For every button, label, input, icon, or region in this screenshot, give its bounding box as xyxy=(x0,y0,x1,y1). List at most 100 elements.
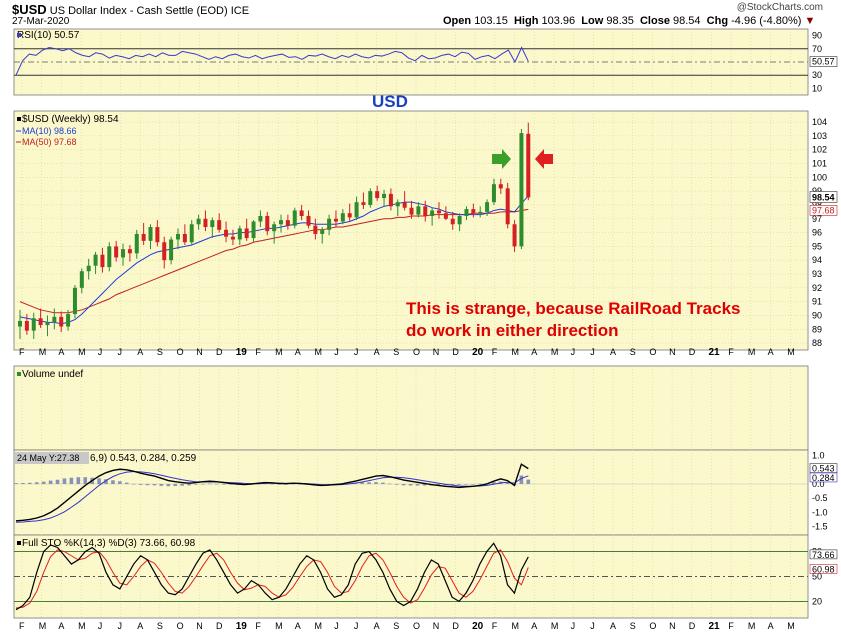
macd-hist-bar xyxy=(408,484,413,486)
candle-body xyxy=(107,246,112,268)
month-label-0-25: M xyxy=(512,347,520,357)
macd-hist-bar xyxy=(277,484,281,485)
macd-hist-bar xyxy=(118,481,122,484)
open-value: 103.15 xyxy=(474,15,508,27)
month-label-0-0: F xyxy=(19,347,25,357)
candle-body xyxy=(189,224,194,243)
macd-hist-bar xyxy=(214,483,219,485)
month-label-1-17: J xyxy=(354,621,359,631)
candle-body xyxy=(237,228,242,240)
month-label-1-26: A xyxy=(531,621,537,631)
sto-d-label: 60.98 xyxy=(812,564,835,574)
month-label-1-35: 21 xyxy=(709,621,721,632)
price-tick-88: 88 xyxy=(812,338,822,348)
price-tick-90: 90 xyxy=(812,310,822,320)
candle-body xyxy=(340,213,345,222)
high-label: High xyxy=(513,15,539,27)
candle-body xyxy=(409,207,414,215)
candle-body xyxy=(93,254,98,266)
month-label-1-15: M xyxy=(315,621,323,631)
ma50-last-box xyxy=(809,205,838,216)
month-label-1-19: S xyxy=(393,621,399,631)
candle-body xyxy=(485,202,490,212)
price-tick-97: 97 xyxy=(812,214,822,224)
month-label-0-22: D xyxy=(452,347,459,357)
price-legend: $USD (Weekly) 98.54 xyxy=(22,114,119,125)
macd-hist-bar xyxy=(436,484,441,486)
macd-hist-bar xyxy=(471,484,475,485)
month-label-0-39: M xyxy=(787,347,795,357)
month-label-0-34: D xyxy=(689,347,696,357)
macd-signal-box xyxy=(809,472,838,483)
macd-hist-bar xyxy=(166,484,171,487)
month-label-1-28: J xyxy=(571,621,576,631)
price-tick-96: 96 xyxy=(812,228,822,238)
macd-hist-bar xyxy=(62,478,67,484)
candle-body xyxy=(175,233,180,240)
candle-body xyxy=(72,287,77,315)
candle-body xyxy=(86,265,91,272)
candle-body xyxy=(347,213,352,218)
month-label-1-16: J xyxy=(334,621,339,631)
high-value: 103.96 xyxy=(541,15,576,27)
candle-body xyxy=(203,218,208,228)
month-label-0-2: A xyxy=(58,347,64,357)
macd-hist-bar xyxy=(464,484,468,485)
month-label-1-25: M xyxy=(512,621,520,631)
rsi-line xyxy=(15,46,529,76)
price-legend-swatch xyxy=(17,117,21,121)
rsi-tick-30: 30 xyxy=(812,70,822,80)
candle-body xyxy=(127,249,132,254)
annotation-line-2: do work in either direction xyxy=(406,321,619,340)
candle-body xyxy=(457,215,462,225)
price-tick-98: 98 xyxy=(812,200,822,210)
month-label-1-7: S xyxy=(157,621,163,631)
candle-body xyxy=(299,210,304,216)
month-label-0-21: N xyxy=(433,347,440,357)
macd-hist-bar xyxy=(519,475,524,484)
sto-d-line xyxy=(15,549,529,609)
macd-legend-box xyxy=(15,452,89,464)
panel-vol xyxy=(13,365,809,451)
candle-body xyxy=(402,202,407,208)
month-label-0-33: N xyxy=(669,347,676,357)
macd-hist-bar xyxy=(208,483,212,485)
macd-tick-0: 0.0 xyxy=(812,479,825,489)
chart-date: 27-Mar-2020 xyxy=(12,16,70,27)
macd-hist-bar xyxy=(401,484,406,486)
macd-hist-bar xyxy=(138,484,143,485)
ma10-legend: MA(10) 98.66 xyxy=(22,126,77,136)
candle-body xyxy=(464,209,469,216)
month-label-1-6: A xyxy=(137,621,143,631)
month-label-0-37: M xyxy=(748,347,756,357)
price-tick-104: 104 xyxy=(812,117,827,127)
candle-body xyxy=(38,318,43,326)
month-label-0-35: 21 xyxy=(709,347,721,358)
chg-value: -4.96 (-4.80%) xyxy=(731,15,802,27)
candle-body xyxy=(230,236,235,240)
macd-hist-bar xyxy=(34,482,39,484)
symbol: $USD xyxy=(12,2,47,17)
month-label-0-18: A xyxy=(374,347,380,357)
macd-tick--1: -1.0 xyxy=(812,507,828,517)
macd-hist-bar xyxy=(270,483,274,485)
candle-body xyxy=(155,227,160,243)
month-label-0-4: J xyxy=(98,347,103,357)
macd-signal-label: 0.284 xyxy=(812,473,835,483)
month-label-0-29: J xyxy=(590,347,595,357)
sto-k-label: 73.66 xyxy=(812,550,835,560)
macd-hist-bar xyxy=(388,483,392,485)
month-label-0-24: F xyxy=(492,347,498,357)
month-label-1-1: M xyxy=(39,621,47,631)
macd-hist-bar xyxy=(152,484,157,486)
month-label-0-26: A xyxy=(531,347,537,357)
candle-body xyxy=(59,316,64,327)
month-label-0-20: O xyxy=(413,347,420,357)
macd-hist-bar xyxy=(131,483,136,485)
macd-hist-bar xyxy=(491,482,496,484)
macd-hist-bar xyxy=(374,482,378,484)
candle-body xyxy=(519,133,524,247)
price-tick-94: 94 xyxy=(812,255,822,265)
month-label-1-8: O xyxy=(177,621,184,631)
month-label-1-5: J xyxy=(118,621,123,631)
